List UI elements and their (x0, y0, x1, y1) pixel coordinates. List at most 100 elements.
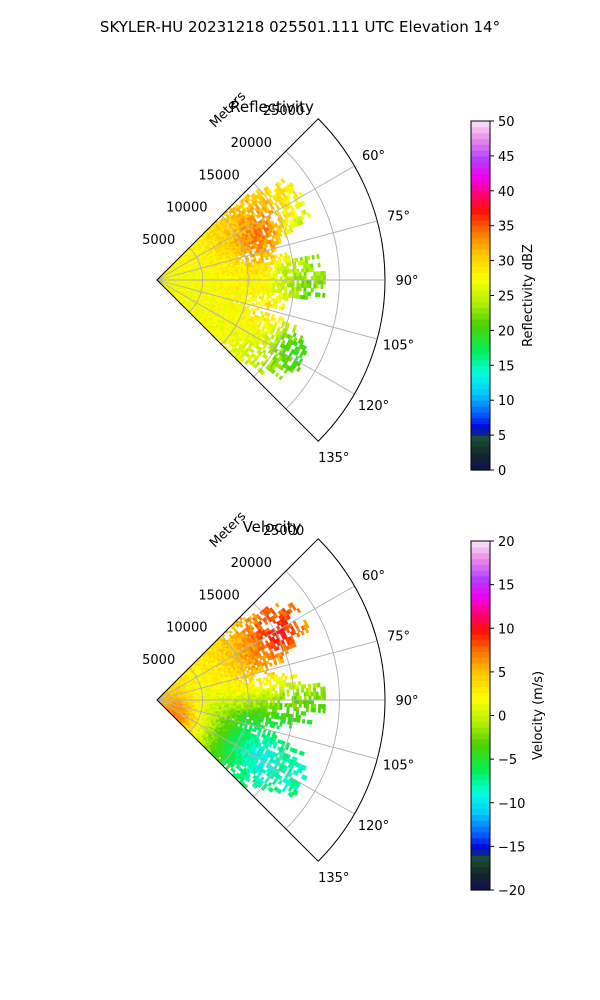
colorbar-segment (471, 330, 490, 337)
colorbar-segment (471, 144, 490, 151)
colorbar-segment (471, 849, 490, 856)
colorbar-segment (471, 179, 490, 186)
range-tick-label: 10000 (166, 201, 207, 216)
colorbar-segment (471, 785, 490, 792)
colorbar-tick-label: 0 (498, 710, 506, 725)
colorbar-segment (471, 132, 490, 140)
colorbar-segment (471, 353, 490, 361)
colorbar-segment (471, 173, 490, 180)
colorbar-tick-label: 20 (498, 535, 515, 550)
range-tick-label: 25000 (263, 524, 304, 539)
colorbar-segment (471, 831, 490, 839)
colorbar-segment (471, 237, 490, 244)
colorbar-segment (471, 610, 490, 618)
colorbar-segment (471, 411, 490, 419)
colorbar-segment (471, 814, 490, 821)
data-field (157, 178, 326, 381)
colorbar-segment (471, 289, 490, 297)
azimuth-tick-label: 90° (395, 694, 418, 709)
colorbar-segment (471, 622, 490, 629)
azimuth-spoke (156, 220, 378, 281)
colorbar-segment (471, 767, 490, 775)
colorbar-segment (471, 581, 490, 589)
panel-title: Velocity (243, 518, 302, 536)
azimuth-tick-label: 135° (318, 871, 349, 886)
colorbar-segment (471, 365, 490, 372)
colorbar-segment (471, 628, 490, 635)
colorbar-segment (471, 587, 490, 594)
colorbar-segment (471, 435, 490, 442)
colorbar-segment (471, 698, 490, 705)
colorbar-tick-label: 15 (498, 359, 515, 374)
colorbar-segment (471, 884, 490, 891)
colorbar-segment (471, 756, 490, 763)
colorbar-tick-label: 10 (498, 622, 515, 637)
colorbar-segment (471, 721, 490, 728)
range-tick-label: 5000 (142, 653, 175, 668)
azimuth-spoke (156, 165, 355, 281)
colorbar-segment (471, 826, 490, 833)
colorbar-tick-label: 0 (498, 464, 506, 479)
colorbar-segment (471, 394, 490, 401)
colorbar-segment (471, 202, 490, 209)
colorbar-segment (471, 243, 490, 250)
colorbar-segment (471, 546, 490, 554)
colorbar-segment (471, 564, 490, 571)
azimuth-spoke (156, 699, 355, 815)
colorbar-segment (471, 791, 490, 798)
colorbar-segment (471, 196, 490, 204)
range-tick-label: 25000 (263, 104, 304, 119)
colorbar-segment (471, 744, 490, 751)
colorbar-tick-label: 5 (498, 429, 506, 444)
colorbar-segment (471, 727, 490, 734)
colorbar-segment (471, 604, 490, 612)
colorbar-segment (471, 703, 490, 711)
colorbar-tick-label: −20 (498, 884, 525, 899)
reflectivity-panel: Reflectivity 5000 10000 15000 20000 25000 60° 7… (142, 89, 536, 479)
colorbar-segment (471, 599, 490, 606)
colorbar-segment (471, 843, 490, 850)
colorbar-segment (471, 161, 490, 169)
colorbar-segment (471, 219, 490, 227)
colorbar-segment (471, 680, 490, 688)
colorbar-segment (471, 231, 490, 238)
colorbar-segment (471, 645, 490, 653)
colorbar-tick-label: −5 (498, 753, 517, 768)
colorbar-tick-label: 45 (498, 150, 515, 165)
colorbar-segment (471, 872, 490, 879)
colorbar-segment (471, 248, 490, 256)
azimuth-spoke (156, 640, 378, 701)
colorbar-segment (471, 208, 490, 215)
colorbar-segment (471, 155, 490, 163)
colorbar-segment (471, 651, 490, 658)
colorbar-tick-label: 15 (498, 579, 515, 594)
colorbar-segment (471, 593, 490, 600)
colorbar-segment (471, 552, 490, 560)
colorbar-tick-label: 25 (498, 290, 515, 305)
colorbar-segment (471, 674, 490, 682)
colorbar-segment (471, 190, 490, 198)
azimuth-tick-label: 75° (387, 629, 410, 644)
colorbar-segment (471, 347, 490, 355)
colorbar-segment (471, 214, 490, 221)
colorbar-tick-label: −15 (498, 840, 525, 855)
azimuth-tick-label: 120° (358, 399, 389, 414)
colorbar-segment (471, 541, 490, 548)
colorbar-tick-label: 5 (498, 666, 506, 681)
colorbar-segment (471, 464, 490, 471)
colorbar-segment (471, 400, 490, 407)
colorbar-segment (471, 312, 490, 320)
colorbar-tick-label: 20 (498, 324, 515, 339)
colorbar-segment (471, 295, 490, 302)
sector-frame (156, 118, 386, 442)
colorbar-segment (471, 750, 490, 757)
colorbar-segment (471, 762, 490, 769)
colorbar-segment (471, 663, 490, 670)
colorbar-segment (471, 866, 490, 874)
colorbar-segment (471, 318, 490, 326)
colorbar-segment (471, 715, 490, 722)
colorbar-tick-label: 10 (498, 394, 515, 409)
colorbar-segment (471, 371, 490, 378)
colorbar-segment (471, 692, 490, 699)
colorbar-segment (471, 616, 490, 624)
